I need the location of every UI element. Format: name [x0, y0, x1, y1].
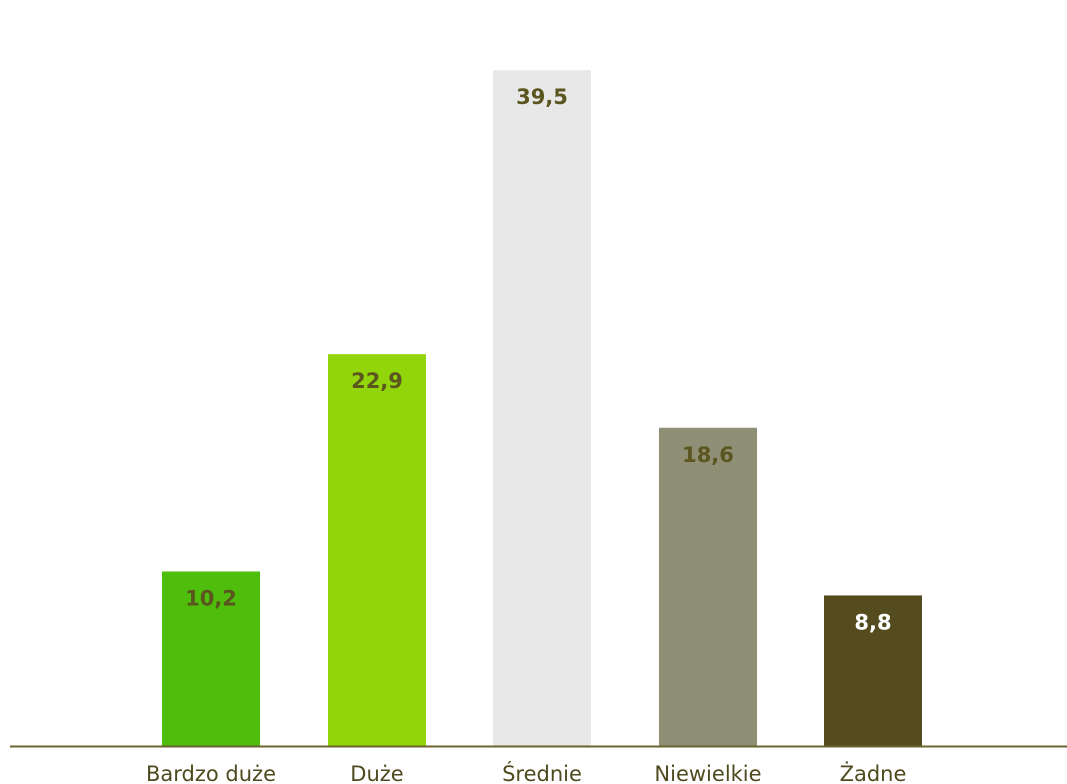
bar-1 — [162, 571, 260, 746]
category-labels-group: Bardzo duże Duże Średnie Niewielkie Żadne — [146, 761, 906, 784]
bar-2 — [328, 354, 426, 746]
bars-group — [162, 70, 922, 747]
bar-value-label-5: 8,8 — [854, 610, 891, 634]
bar-5 — [824, 595, 922, 746]
bar-value-label-4: 18,6 — [682, 443, 734, 467]
bar-value-label-1: 10,2 — [185, 586, 237, 610]
category-label-5: Żadne — [840, 761, 907, 784]
category-label-2: Duże — [350, 762, 403, 784]
bar-3 — [493, 70, 591, 747]
bar-value-label-2: 22,9 — [351, 369, 403, 393]
category-label-3: Średnie — [502, 761, 582, 784]
value-labels-group: 10,2 22,9 39,5 18,6 8,8 — [185, 85, 892, 634]
bar-value-label-3: 39,5 — [516, 85, 568, 109]
bar-4 — [659, 427, 757, 746]
category-label-1: Bardzo duże — [146, 762, 276, 784]
category-label-4: Niewielkie — [654, 762, 761, 784]
